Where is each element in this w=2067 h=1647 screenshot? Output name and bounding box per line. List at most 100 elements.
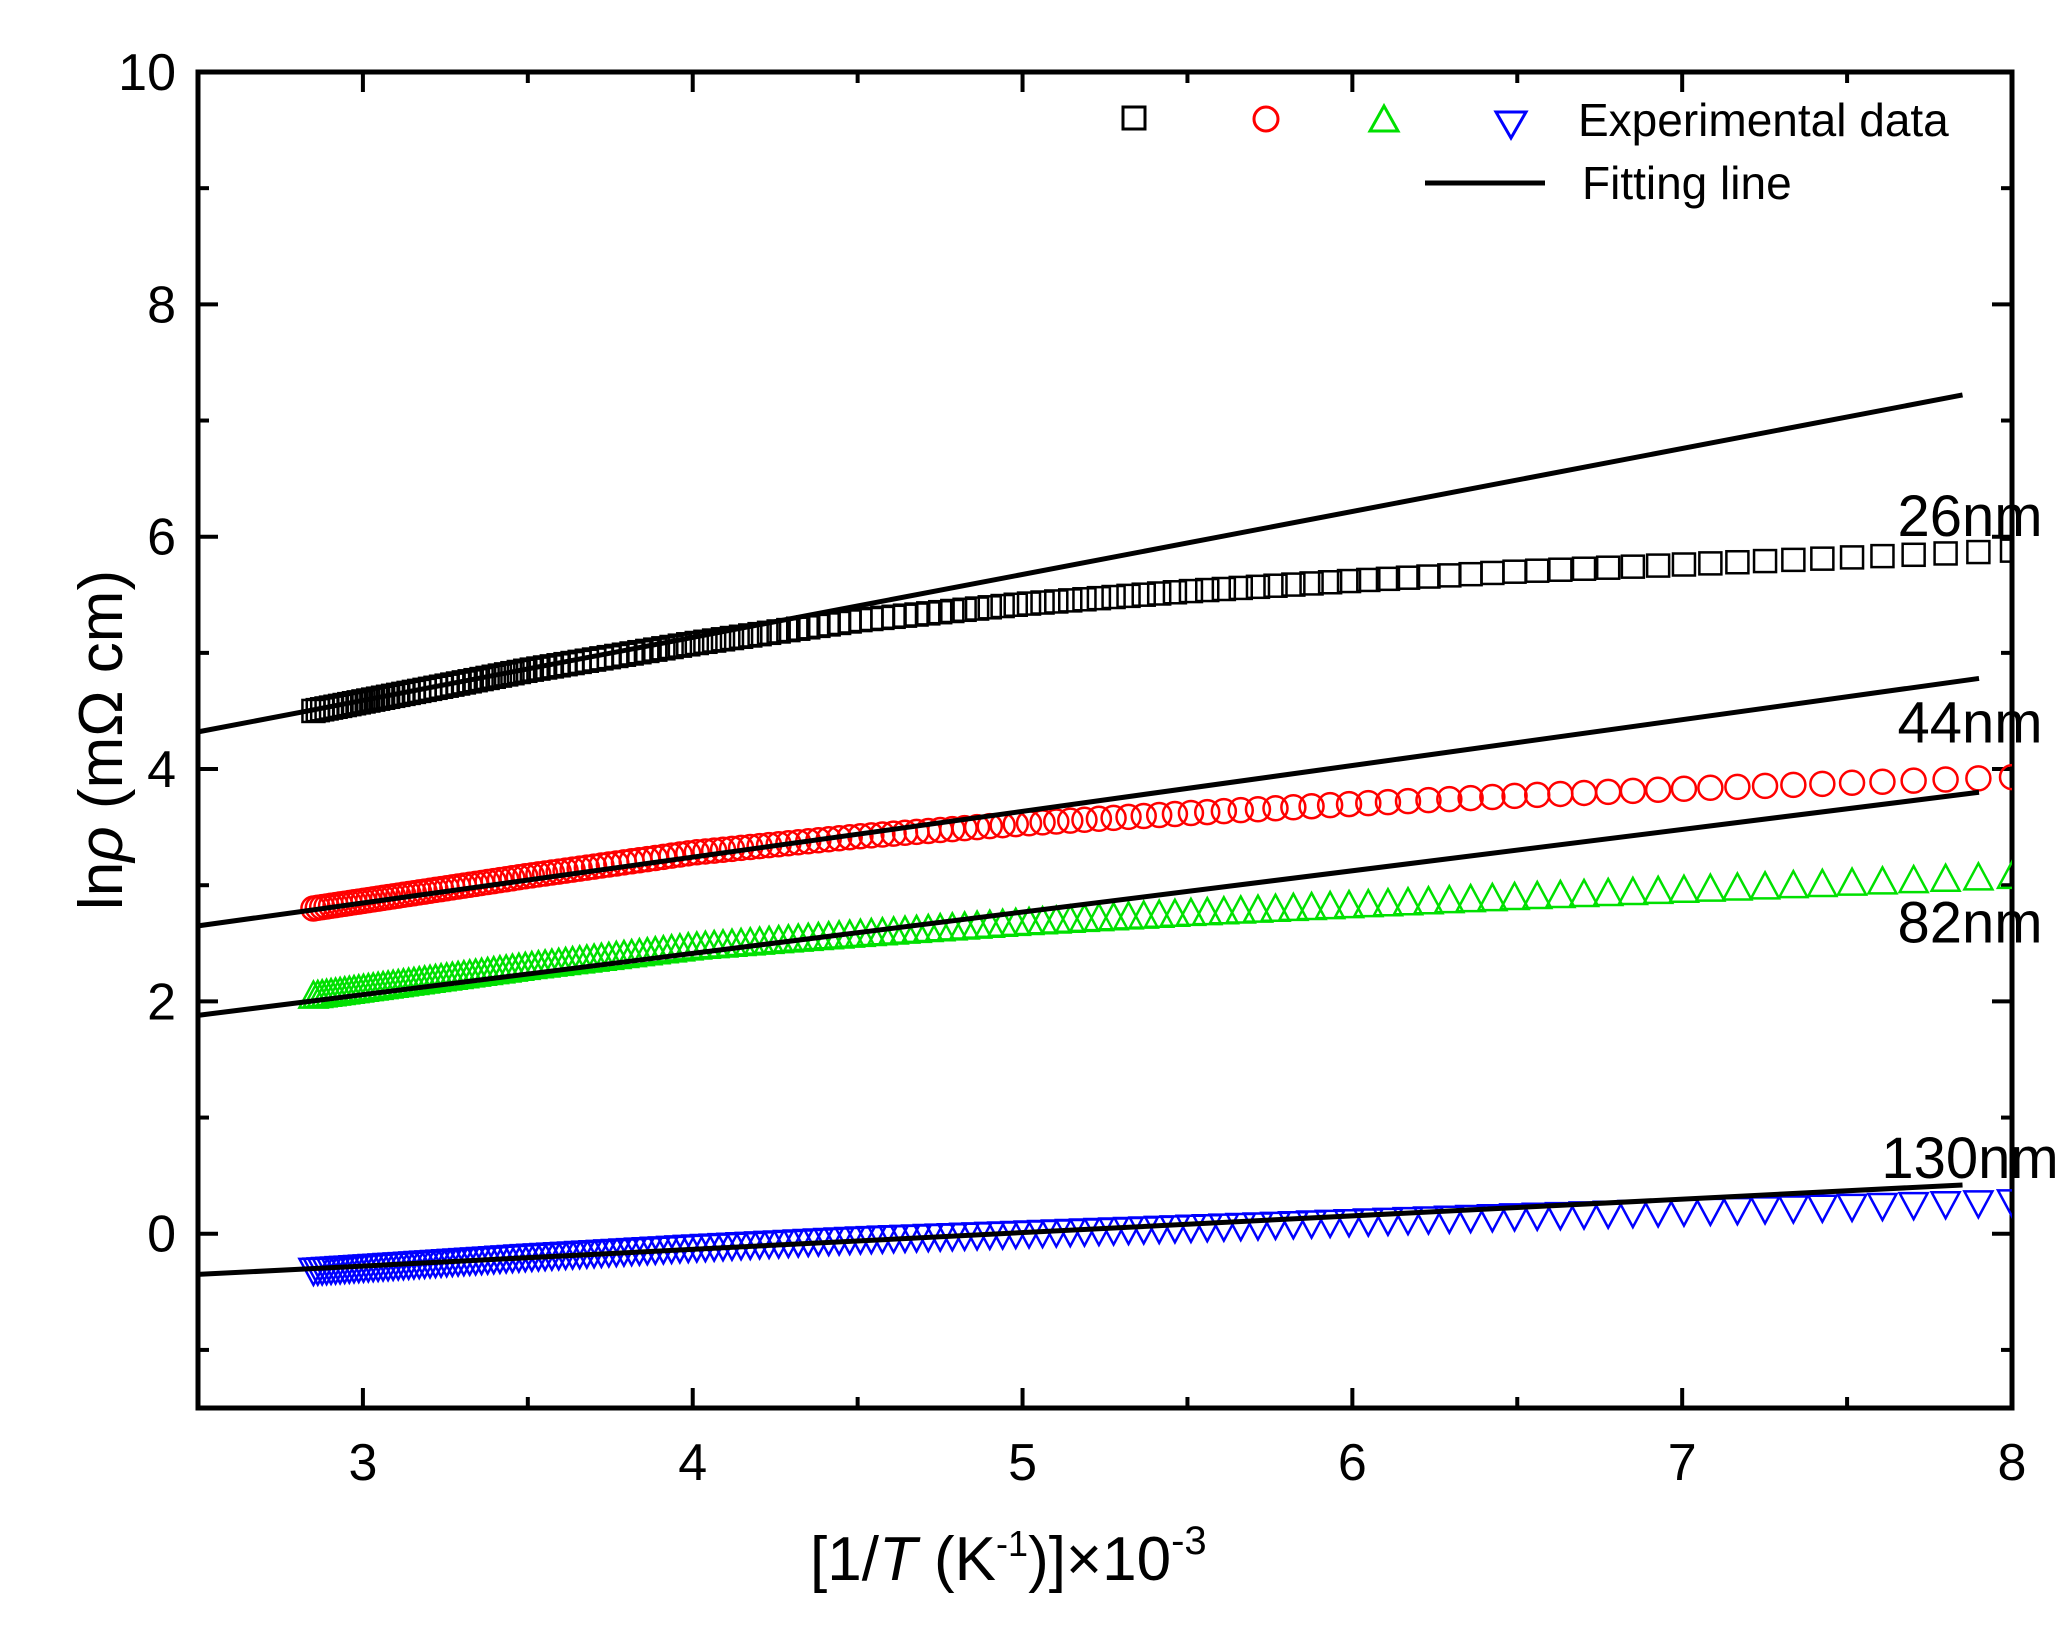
data-point xyxy=(1412,884,1445,915)
data-point xyxy=(1479,783,1506,811)
data-point xyxy=(1145,801,1173,829)
data-point xyxy=(1298,792,1325,820)
data-point xyxy=(1082,901,1115,932)
data-point xyxy=(1835,1193,1869,1224)
data-point xyxy=(1281,572,1306,597)
series-label-26nm: 26nm xyxy=(1898,484,2043,549)
data-point xyxy=(1998,763,2012,791)
data-point xyxy=(719,625,745,651)
data-point xyxy=(1433,883,1466,914)
data-point xyxy=(1317,570,1343,595)
legend-marker-triangle-down xyxy=(1493,110,1529,142)
x-tick-label: 4 xyxy=(678,1434,707,1492)
series-label-44nm: 44nm xyxy=(1898,691,2043,756)
data-point xyxy=(1901,542,1926,568)
data-point xyxy=(1016,591,1042,616)
data-point xyxy=(1193,798,1221,826)
data-point xyxy=(667,633,693,658)
data-point xyxy=(1177,799,1205,827)
data-point xyxy=(1162,580,1188,605)
data-point xyxy=(1003,592,1028,617)
data-point xyxy=(952,597,977,623)
data-point xyxy=(990,593,1015,619)
y-tick-label: 0 xyxy=(147,1206,176,1264)
data-point xyxy=(1295,1210,1328,1241)
data-point xyxy=(1777,1195,1810,1226)
fit-lines-layer xyxy=(197,392,1980,1277)
data-point xyxy=(1224,1212,1257,1243)
data-point xyxy=(1752,548,1778,574)
data-point xyxy=(1697,774,1724,802)
data-point xyxy=(1071,806,1098,833)
data-point xyxy=(676,632,701,657)
data-point xyxy=(1544,878,1577,909)
data-point xyxy=(1356,567,1381,593)
data-point xyxy=(1227,796,1254,824)
data-point xyxy=(1835,866,1869,896)
data-point xyxy=(1548,557,1573,582)
data-point xyxy=(1391,885,1425,916)
data-point xyxy=(1277,891,1310,922)
data-point xyxy=(977,595,1003,620)
data-point xyxy=(1068,1218,1101,1249)
data-point xyxy=(1412,1206,1445,1237)
data-point xyxy=(1809,770,1836,798)
x-axis-title-prefix: [1/ xyxy=(810,1525,880,1594)
data-point xyxy=(1594,778,1622,806)
data-point xyxy=(1057,807,1084,834)
data-point xyxy=(1178,578,1204,604)
data-point xyxy=(1127,1216,1160,1247)
x-tick-label: 6 xyxy=(1338,1434,1367,1492)
data-point xyxy=(1416,564,1441,589)
x-axis-title-exp: -3 xyxy=(1171,1519,1207,1563)
data-point xyxy=(1929,1190,1962,1221)
fit-line-82nm xyxy=(197,789,1980,1018)
data-point xyxy=(1810,546,1835,571)
data-point xyxy=(1567,877,1601,908)
y-axis-title-unit: (mΩ cm) xyxy=(67,570,136,826)
x-tick-label: 8 xyxy=(1998,1434,2027,1492)
data-point xyxy=(643,637,668,662)
data-point xyxy=(1694,1197,1727,1228)
data-point xyxy=(1207,1213,1240,1244)
data-point xyxy=(1454,1204,1487,1235)
x-axis-title-italic: T xyxy=(879,1525,921,1594)
data-point xyxy=(1241,892,1275,923)
data-point xyxy=(1395,565,1421,590)
data-point xyxy=(1724,773,1751,801)
data-point xyxy=(1523,781,1551,809)
data-point xyxy=(1174,1214,1208,1245)
data-point xyxy=(1015,809,1043,837)
data-point xyxy=(1642,1199,1675,1229)
legend-marker-circle xyxy=(1252,105,1280,133)
data-point xyxy=(1781,547,1806,573)
data-point xyxy=(1295,890,1328,921)
data-point xyxy=(1620,554,1646,579)
data-point xyxy=(666,841,694,868)
data-point xyxy=(1115,803,1142,831)
data-point xyxy=(1780,771,1807,799)
data-point xyxy=(1839,545,1865,570)
y-tick-label: 8 xyxy=(147,276,176,334)
data-point xyxy=(1667,873,1701,904)
data-point xyxy=(1030,590,1055,615)
legend-fitting-label: Fitting line xyxy=(1582,157,1792,209)
data-point xyxy=(1043,808,1070,835)
data-point xyxy=(1068,902,1101,933)
data-point xyxy=(1259,1211,1292,1242)
data-point xyxy=(1194,577,1220,603)
data-point xyxy=(1146,581,1172,606)
data-point xyxy=(1521,879,1554,910)
data-point xyxy=(1725,549,1750,575)
data-point xyxy=(1097,900,1130,931)
data-point xyxy=(1721,1196,1754,1227)
data-point xyxy=(683,839,711,866)
data-point xyxy=(1355,789,1382,817)
data-point xyxy=(1616,875,1649,906)
data-point xyxy=(1161,800,1189,828)
data-point xyxy=(1524,558,1550,583)
data-point xyxy=(1044,589,1069,614)
axes-layer: 3 4 5 6 7 8 0 2 4 6 8 10 xyxy=(118,44,2026,1492)
data-point xyxy=(1207,894,1240,925)
y-axis-title: lnρ (mΩ cm) xyxy=(67,570,136,910)
